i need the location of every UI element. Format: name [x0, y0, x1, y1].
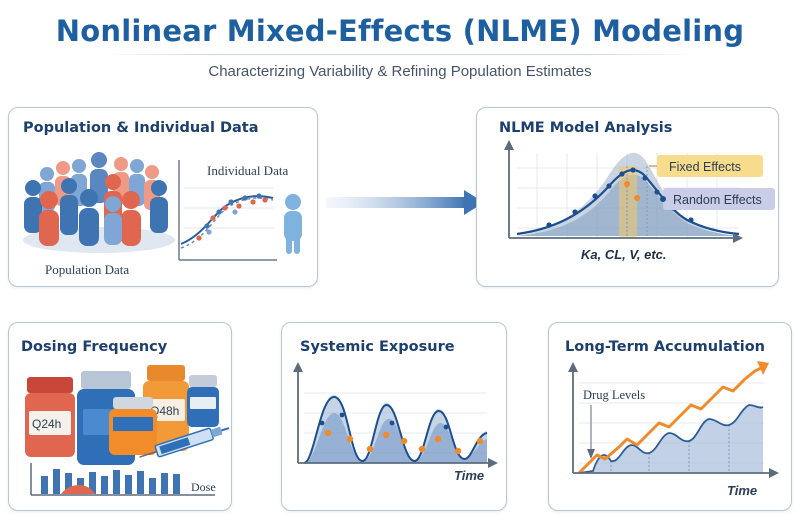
systemic-exposure-panel: Systemic Exposure Time [281, 322, 507, 511]
individual-person-icon [284, 194, 302, 254]
analysis-panel-title: NLME Model Analysis [499, 120, 673, 136]
exposure-time-label: Time [454, 468, 484, 483]
bottle-label-q24h: Q24h [32, 417, 61, 431]
nlme-analysis-panel: NLME Model Analysis [476, 107, 779, 287]
nlme-analysis-chart: Fixed Effects Random Effects Ka, CL, V, … [504, 140, 775, 262]
pill-bottle-icon [109, 397, 157, 455]
pill-bottle-icon: Q24h [25, 377, 75, 457]
title-divider [100, 54, 700, 55]
page-title: Nonlinear Mixed-Effects (NLME) Modeling [55, 14, 745, 48]
accumulation-chart: Drug Levels Time [568, 361, 779, 498]
pill-bottle-icon [187, 375, 219, 427]
exposure-panel-title: Systemic Exposure [300, 339, 455, 355]
dosing-panel-title: Dosing Frequency [21, 339, 168, 355]
dosing-frequency-panel: Dosing Frequency Q24h Q48h [8, 322, 232, 511]
population-data-label: Population Data [45, 262, 129, 277]
individual-data-label: Individual Data [207, 163, 288, 178]
accumulation-time-label: Time [727, 483, 757, 498]
bottle-label-q48h: Q48h [150, 404, 179, 418]
population-illustration: Individual Data Population Data [23, 152, 302, 277]
drug-levels-label: Drug Levels [583, 388, 645, 402]
person-icon [39, 189, 141, 246]
dosing-bar-chart [30, 463, 215, 496]
dosing-illustration: Q24h Q48h [25, 365, 230, 496]
systemic-exposure-chart: Time [293, 362, 498, 483]
page-subtitle: Characterizing Variability & Refining Po… [208, 63, 592, 80]
population-panel-title: Population & Individual Data [23, 120, 259, 136]
individual-data-chart [178, 160, 277, 261]
fixed-effects-label: Fixed Effects [669, 160, 741, 174]
population-data-panel: Population & Individual Data [8, 107, 318, 287]
syringe-icon [139, 426, 230, 458]
dose-axis-label: Dose [191, 480, 216, 494]
model-parameters-label: Ka, CL, V, etc. [581, 247, 667, 262]
accumulation-panel-title: Long-Term Accumulation [565, 339, 766, 355]
long-term-accumulation-panel: Long-Term Accumulation Drug Levels Time [548, 322, 792, 511]
random-effects-label: Random Effects [673, 193, 762, 207]
